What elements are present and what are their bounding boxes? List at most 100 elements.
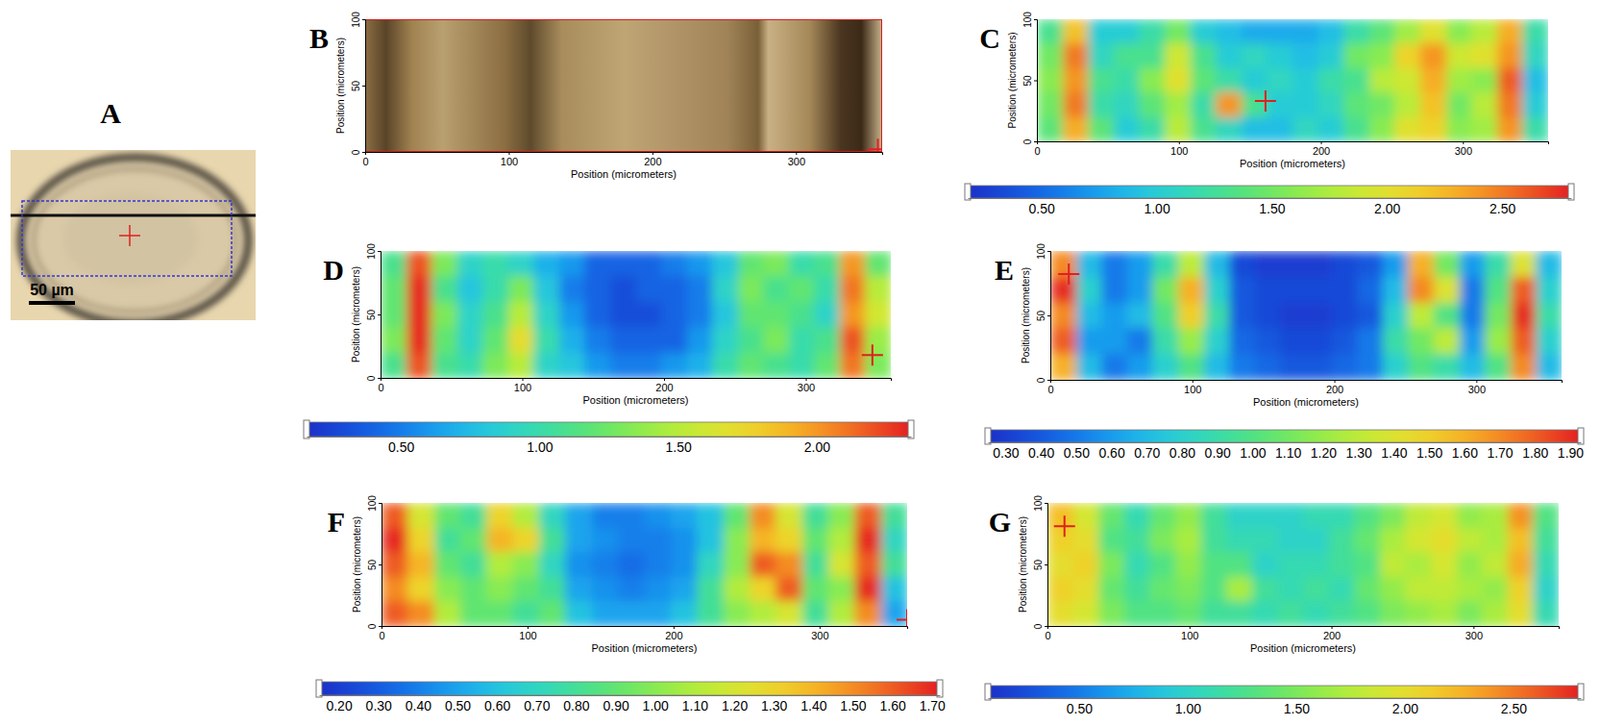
heat-cell: [1456, 576, 1483, 602]
heat-cell: [1149, 576, 1176, 602]
heat-cell: [1087, 68, 1114, 94]
tick: 100: [367, 494, 382, 512]
axis-line: [1033, 20, 1038, 143]
heat-cell: [1280, 353, 1306, 380]
heat-cell: [610, 301, 637, 328]
tick: 0.50: [1063, 442, 1090, 461]
heat-cell: [1201, 600, 1228, 626]
heat-cell: [1241, 92, 1268, 118]
tick-label: 0.30: [366, 697, 393, 714]
heat-cell: [636, 275, 663, 302]
tick: 0: [1033, 622, 1048, 629]
heat-cell: [1303, 551, 1330, 577]
heat-cell: [1226, 527, 1253, 553]
heat-cell: [1456, 551, 1483, 577]
heat-cell: [559, 275, 586, 302]
tick-mark: [1044, 625, 1048, 627]
heat-cell: [1394, 92, 1421, 118]
tick: 0.50: [1066, 697, 1093, 716]
crosshair: [1255, 90, 1277, 112]
heat-cell: [1098, 527, 1125, 553]
heat-cell: [1535, 250, 1562, 277]
heat-cell: [1036, 68, 1063, 94]
heat-cell: [1226, 551, 1253, 577]
heat-cell: [1277, 551, 1304, 577]
heat-cell: [828, 551, 856, 577]
tick-mark: [377, 377, 381, 379]
heat-cell: [1062, 43, 1089, 69]
image-frame: [365, 19, 883, 152]
heat-cell: [1124, 551, 1151, 577]
tick-label: 200: [1312, 145, 1330, 157]
heat-cell: [1331, 353, 1358, 380]
tick-mark: [806, 377, 808, 381]
heat-cell: [763, 275, 789, 302]
tick-label: 0.50: [1063, 444, 1090, 461]
heat-cell: [1087, 92, 1114, 118]
heat-cell: [1266, 43, 1293, 69]
heat-cell: [457, 352, 484, 378]
heat-cell: [508, 352, 535, 378]
heat-cell: [460, 551, 488, 577]
heat-cell: [1190, 43, 1217, 69]
tick: 100: [500, 151, 518, 168]
heat-cell: [636, 352, 663, 378]
heat-cell: [749, 551, 777, 577]
tick-label: 100: [366, 243, 377, 260]
tick-mark: [1321, 141, 1323, 145]
tick-label: 1.50: [1416, 444, 1443, 461]
heat-cell: [802, 600, 830, 626]
heatmap-cells: [1036, 19, 1549, 142]
heat-cell: [1382, 353, 1409, 380]
heat-cell: [1303, 576, 1330, 602]
heat-cell: [775, 576, 803, 602]
colorbar-axis: 0.200.300.400.500.600.700.800.901.001.10…: [320, 694, 947, 714]
tick: 0: [1047, 379, 1054, 395]
tick-label: 2.50: [1489, 200, 1516, 217]
tick-mark: [378, 502, 382, 504]
heat-cell: [1178, 327, 1205, 354]
heat-cell: [802, 527, 830, 553]
tick-mark: [1473, 625, 1475, 629]
x-axis-title: Position (micrometers): [582, 393, 689, 406]
colorbar-handle: [984, 683, 991, 700]
figure: 50 µmA0100200300050100Position (micromet…: [0, 0, 1600, 726]
heat-cell: [1369, 43, 1396, 69]
heat-cell: [533, 326, 560, 353]
heat-cell: [1047, 600, 1074, 626]
heat-cell: [1241, 68, 1268, 94]
x-axis-title: Position (micrometers): [570, 168, 677, 180]
heat-cell: [1303, 527, 1330, 553]
heat-cell: [406, 275, 433, 302]
heat-cell: [1113, 19, 1140, 45]
heat-cell: [1497, 68, 1524, 94]
heat-cell: [1532, 527, 1559, 553]
heat-cell: [513, 502, 541, 528]
heat-cell: [513, 576, 541, 602]
heat-cell: [1076, 250, 1103, 277]
heat-cell: [1343, 68, 1370, 94]
heat-cell: [1522, 43, 1549, 69]
heat-cell: [1433, 250, 1460, 277]
heat-cell: [1510, 276, 1537, 303]
heat-cell: [1407, 302, 1434, 329]
crosshair: [119, 224, 141, 247]
colorbar-ramp: [987, 429, 1581, 443]
tick: 1.40: [1380, 442, 1407, 461]
heat-cell: [1138, 92, 1165, 118]
heat-cell: [565, 502, 592, 528]
tick-label: 0.60: [1098, 444, 1125, 461]
heat-cell: [1369, 19, 1396, 45]
heat-cell: [1507, 551, 1534, 577]
axis-line: [320, 694, 941, 696]
crosshair: [1054, 515, 1076, 537]
heat-cell: [813, 250, 840, 277]
heat-cell: [1201, 502, 1228, 528]
heat-cell: [407, 551, 435, 577]
heat-cell: [864, 301, 891, 328]
tick-label: 200: [643, 155, 662, 168]
tick: 50: [1022, 74, 1037, 87]
tick-mark: [1476, 379, 1477, 383]
heat-cell: [1407, 353, 1434, 380]
heat-cell: [1124, 576, 1151, 602]
